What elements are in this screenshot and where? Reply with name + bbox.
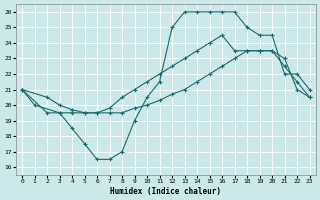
X-axis label: Humidex (Indice chaleur): Humidex (Indice chaleur) — [110, 187, 221, 196]
